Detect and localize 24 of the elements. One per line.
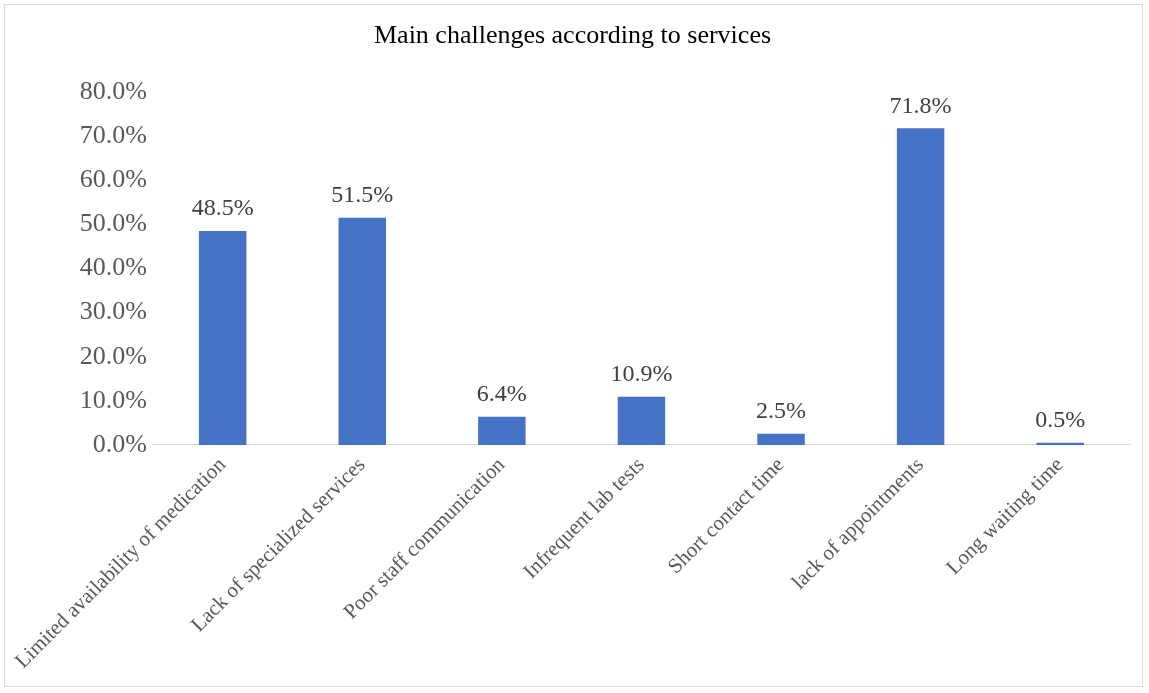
y-tick-label: 30.0% [79, 296, 147, 326]
bar [896, 128, 945, 445]
y-tick-label: 80.0% [79, 76, 147, 106]
data-label: 10.9% [610, 360, 673, 387]
y-tick-label: 50.0% [79, 208, 147, 238]
bar [198, 231, 247, 445]
y-tick-label: 70.0% [79, 120, 147, 150]
bar [1036, 442, 1084, 445]
y-tick-label: 0.0% [92, 428, 147, 458]
data-label: 71.8% [889, 91, 952, 118]
y-tick-label: 10.0% [79, 384, 147, 414]
data-label: 6.4% [476, 379, 527, 406]
bar [478, 416, 526, 445]
bar [617, 396, 666, 445]
y-tick-label: 60.0% [79, 164, 147, 194]
bar [757, 433, 805, 445]
data-label: 48.5% [191, 194, 254, 221]
data-label: 0.5% [1035, 405, 1086, 432]
data-label: 51.5% [331, 181, 394, 208]
y-tick-label: 20.0% [79, 340, 147, 370]
bar [338, 217, 386, 445]
chart-title: Main challenges according to services [373, 20, 772, 50]
data-label: 2.5% [756, 397, 807, 424]
y-tick-label: 40.0% [79, 252, 147, 282]
